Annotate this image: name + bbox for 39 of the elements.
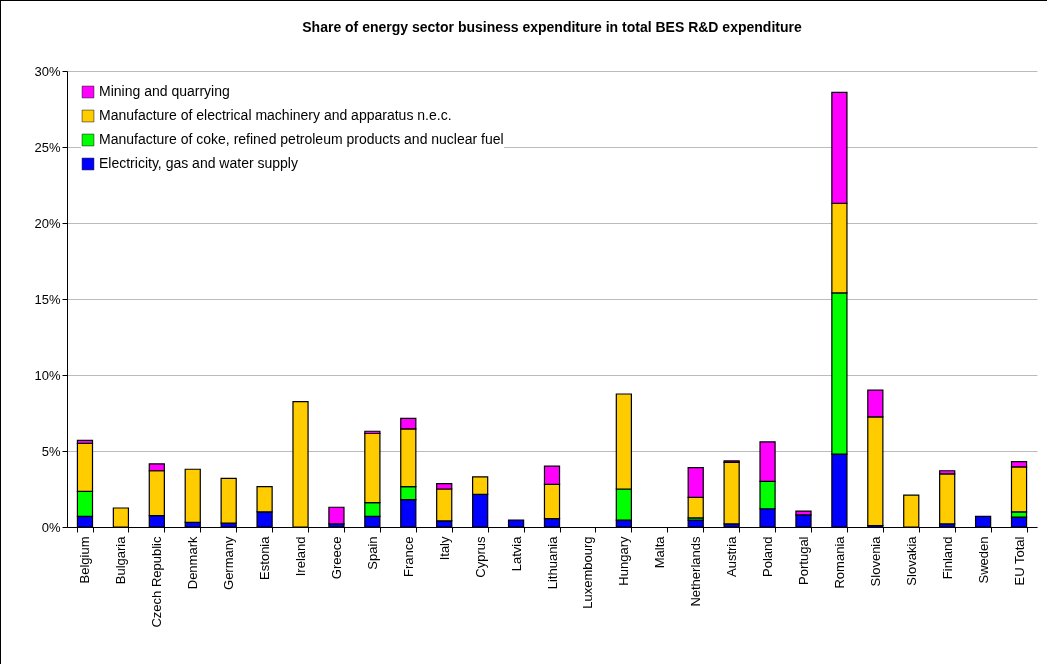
x-tick-label: EU Total [1011, 536, 1027, 586]
x-tick-label: Cyprus [472, 536, 488, 578]
x-tick-label: Netherlands [688, 536, 704, 607]
legend-label: Electricity, gas and water supply [99, 155, 298, 171]
legend-label: Manufacture of coke, refined petroleum products and nuclear fuel [99, 131, 504, 147]
x-tick-label: Estonia [257, 535, 273, 580]
x-tick-label: Czech Republic [149, 536, 165, 628]
x-tick-label: Hungary [616, 536, 632, 586]
x-tick-label: France [400, 536, 416, 577]
x-tick-label: Lithuania [544, 535, 560, 590]
y-tick-label: 25% [34, 139, 61, 155]
x-tick-label: Slovenia [867, 535, 883, 587]
x-tick-label: Germany [221, 536, 237, 590]
chart-title: Share of energy sector business expenditure in total BES R&D expenditure [302, 19, 802, 35]
y-tick-label: 15% [34, 291, 61, 307]
x-tick-label: Sweden [975, 536, 991, 584]
x-tick-label: Italy [436, 536, 452, 561]
x-tick-label: Austria [724, 535, 740, 577]
y-tick-label: 20% [34, 215, 61, 231]
y-tick-label: 10% [34, 367, 61, 383]
y-tick-label: 0% [41, 519, 61, 535]
x-tick-label: Slovakia [903, 535, 919, 586]
x-tick-label: Ireland [293, 536, 309, 577]
x-tick-label: Portugal [795, 536, 811, 585]
x-tick-label: Luxembourg [580, 536, 596, 609]
x-tick-label: Belgium [77, 536, 93, 584]
legend-label: Mining and quarrying [99, 83, 230, 99]
x-tick-label: Finland [939, 536, 955, 580]
y-tick-label: 30% [34, 63, 61, 79]
x-tick-label: Bulgaria [113, 535, 129, 585]
x-tick-label: Greece [328, 536, 344, 580]
x-tick-label: Denmark [185, 536, 201, 590]
legend-label: Manufacture of electrical machinery and apparatus n.e.c. [99, 107, 452, 123]
y-tick-label: 5% [41, 443, 61, 459]
x-tick-label: Malta [652, 535, 668, 569]
x-tick-label: Romania [831, 535, 847, 589]
x-tick-label: Latvia [508, 535, 524, 572]
x-tick-label: Spain [364, 536, 380, 570]
x-tick-label: Poland [760, 536, 776, 577]
